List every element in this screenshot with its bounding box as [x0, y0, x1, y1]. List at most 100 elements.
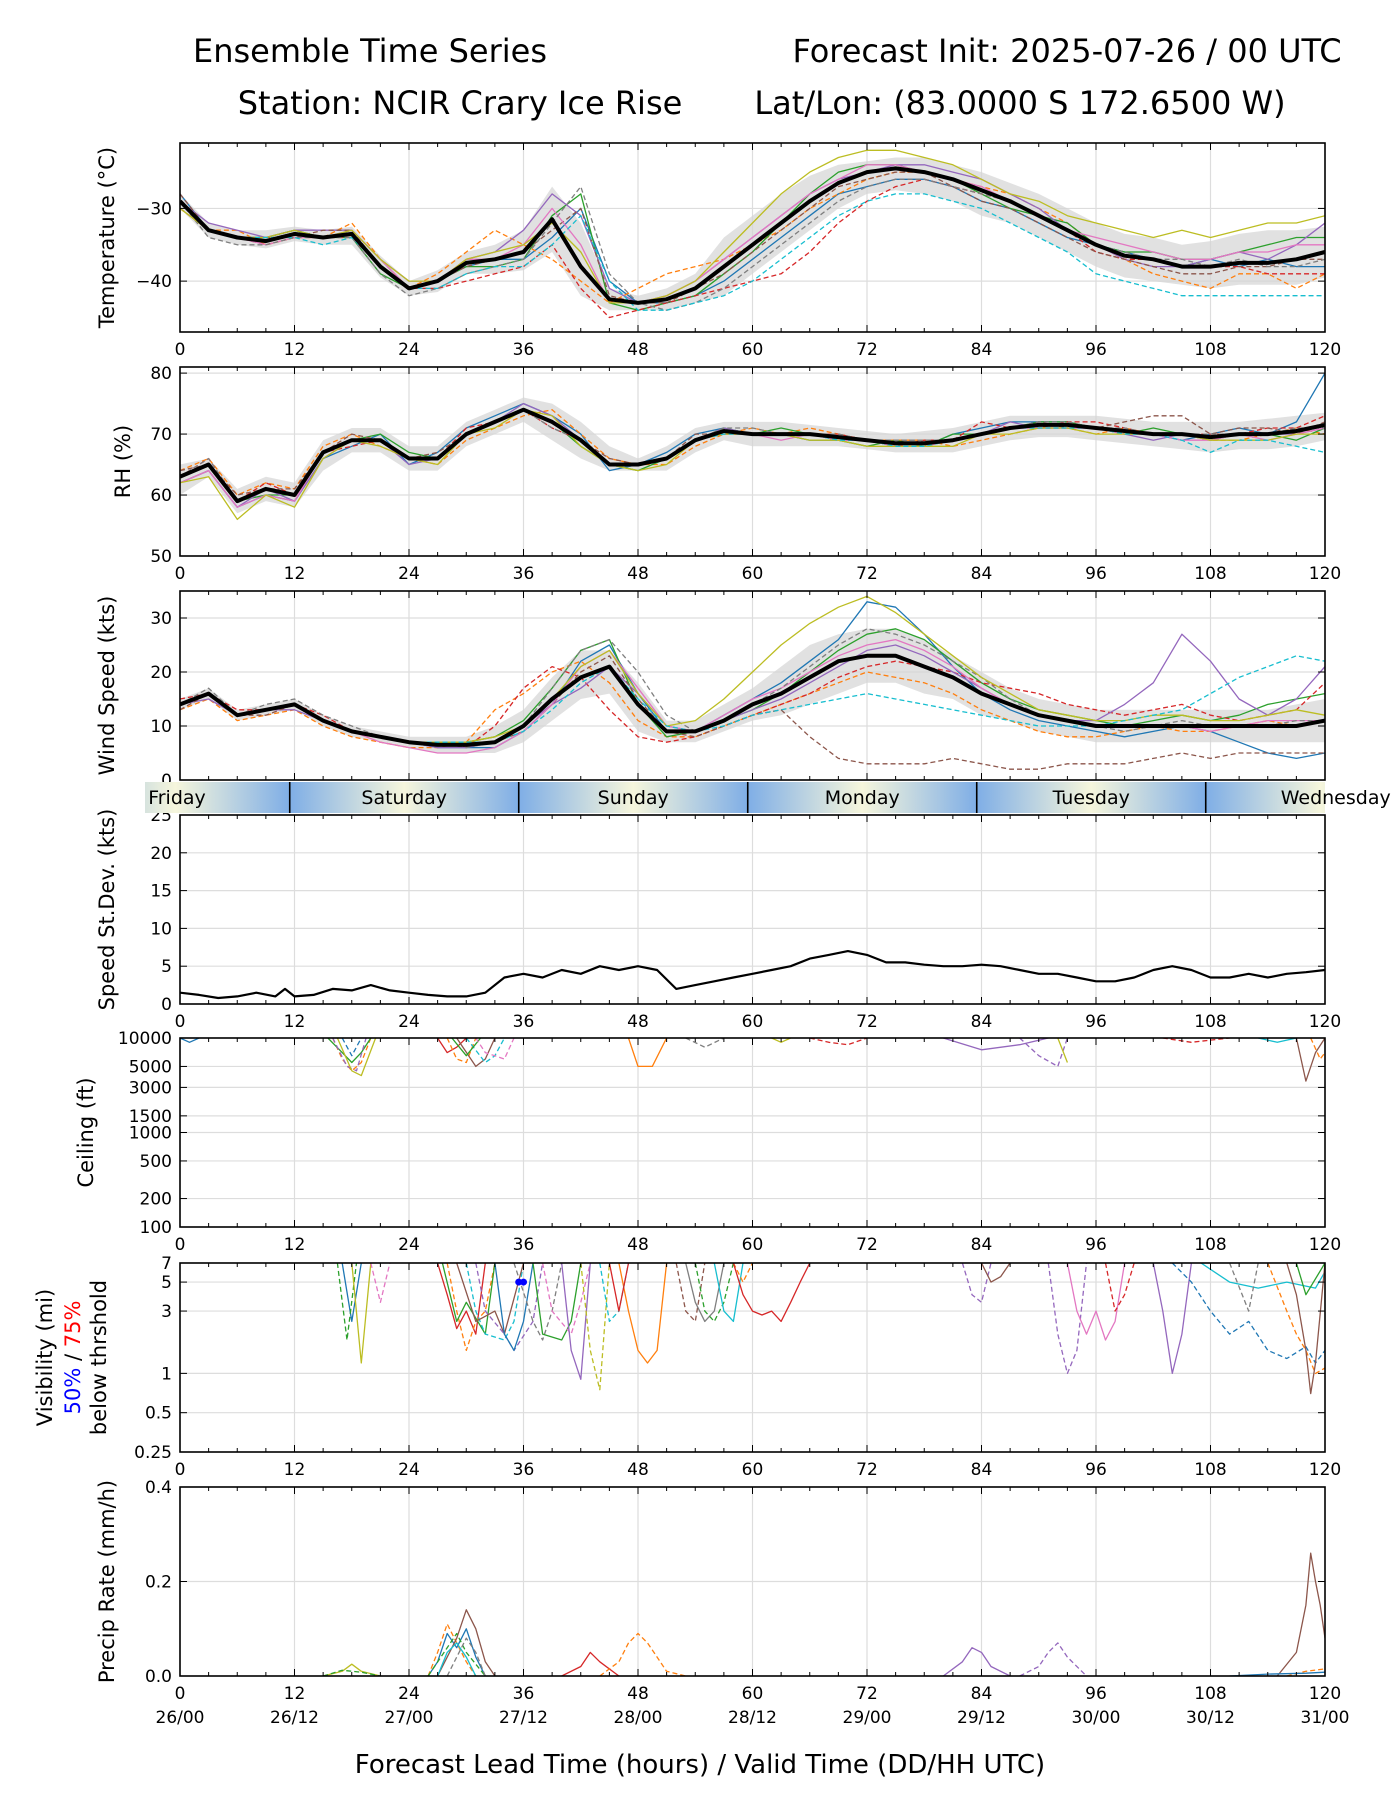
rh-xtick-label: 60	[742, 564, 764, 584]
visibility-member-trace	[618, 1263, 668, 1364]
temperature-xtick-label: 24	[398, 340, 420, 360]
ceiling-member-trace	[180, 1038, 200, 1043]
day-strip: Friday Saturday Sunday Monday Tuesday Wednesd…	[145, 782, 1391, 813]
rh-ytick-label: 80	[150, 364, 172, 384]
day-band	[976, 782, 1206, 813]
visibility-member-trace	[351, 1263, 372, 1364]
visibility-member-trace	[1047, 1263, 1088, 1375]
rh-xtick-label: 48	[627, 564, 649, 584]
precip-member-trace	[1276, 1552, 1325, 1676]
precip-member-trace	[437, 1609, 496, 1676]
visibility-member-trace	[980, 1263, 1011, 1283]
wind-panel: 0 10 20 30 Wind Speed (kts)	[95, 590, 1326, 791]
ceiling-member-trace	[1019, 1038, 1069, 1068]
rh-ylabel: RH (%)	[111, 425, 135, 498]
precip-member-trace	[436, 1642, 477, 1676]
ceiling-xtick-label: 96	[1085, 1235, 1107, 1255]
wind-ytick-label: 10	[150, 717, 172, 737]
precip-valid-time-label: 30/12	[1186, 1708, 1235, 1728]
precip-member-trace	[427, 1623, 477, 1676]
wind-plot-area	[180, 595, 1325, 770]
ceiling-ytick-label: 100	[140, 1218, 172, 1238]
speed_stdev-ytick-label: 10	[150, 919, 172, 939]
rh-xtick-label: 12	[284, 564, 306, 584]
rh-ytick-label: 70	[150, 425, 172, 445]
visibility-threshold-marker	[520, 1278, 527, 1286]
ceiling-ytick-label: 200	[140, 1190, 172, 1210]
speed_stdev-xtick-label: 84	[971, 1012, 993, 1032]
visibility-panel: 0 12 24 36 48 60 72 84 96 108 120 0.25 0.5 1 3 57 Visibi…	[33, 1254, 1341, 1480]
visibility-xtick-label: 24	[398, 1460, 420, 1480]
ceiling-member-trace	[1258, 1038, 1297, 1043]
day-label: Friday	[148, 787, 206, 809]
visibility-member-trace	[732, 1263, 811, 1323]
speed_stdev-xtick-label: 120	[1309, 1012, 1341, 1032]
temperature-ytick-label: −40	[136, 272, 172, 292]
precip-ytick-label: 0.0	[145, 1667, 172, 1687]
precip-valid-time-label: 30/00	[1072, 1708, 1121, 1728]
visibility-member-trace	[608, 1263, 630, 1312]
visibility-member-trace	[961, 1263, 992, 1303]
temperature-ylabel: Temperature (°C)	[95, 147, 119, 329]
visibility-ylabel-threshold: 50% / 75%	[61, 1301, 85, 1415]
speed_stdev-xtick-label: 108	[1194, 1012, 1226, 1032]
speed_stdev-xtick-label: 36	[513, 1012, 535, 1032]
visibility-member-trace	[494, 1263, 534, 1352]
visibility-member-trace	[1066, 1263, 1126, 1341]
threshold-75-label: 75%	[61, 1301, 85, 1348]
visibility-member-trace	[336, 1263, 358, 1341]
visibility-xtick-label: 0	[175, 1460, 186, 1480]
visibility-ytick-label: 0.5	[145, 1404, 172, 1424]
day-label: Tuesday	[1052, 787, 1130, 809]
precip-panel: 0 12 24 36 48 60 72 84 96 108 120 26/00 26/12 27/00 27…	[95, 1478, 1350, 1728]
plot-panels: 0 12 24 36 48 60 72 84 96 108 120−40−30Temperature…	[33, 142, 1391, 1728]
visibility-member-trace	[370, 1263, 391, 1303]
temperature-xtick-label: 84	[971, 340, 993, 360]
visibility-member-trace	[446, 1263, 496, 1352]
ceiling-member-trace	[1162, 1038, 1230, 1043]
day-label: Saturday	[361, 787, 447, 809]
ceiling-member-trace	[332, 1038, 372, 1072]
rh-member-9	[180, 409, 1325, 502]
visibility-member-trace	[541, 1263, 591, 1335]
visibility-ytick-label: 0.25	[134, 1443, 172, 1463]
visibility-xtick-label: 108	[1194, 1460, 1226, 1480]
precip-member-trace	[322, 1669, 381, 1676]
ceiling-member-trace	[446, 1038, 477, 1064]
temperature-xtick-label: 0	[175, 340, 186, 360]
precip-ylabel: Precip Rate (mm/h)	[95, 1480, 119, 1683]
visibility-member-trace	[1200, 1263, 1325, 1289]
ceiling-member-trace	[336, 1038, 377, 1077]
precip-xtick-label: 108	[1194, 1684, 1226, 1704]
precip-xtick-label: 60	[742, 1684, 764, 1704]
visibility-xtick-label: 120	[1309, 1460, 1341, 1480]
visibility-member-trace	[580, 1263, 611, 1391]
ceiling-ytick-label: 1500	[129, 1107, 172, 1127]
temperature-member-5	[180, 171, 1325, 304]
speed_stdev-xtick-label: 72	[856, 1012, 878, 1032]
precip-xtick-label: 24	[398, 1684, 420, 1704]
ceiling-xtick-label: 0	[175, 1235, 186, 1255]
precip-member-trace	[322, 1663, 381, 1676]
ceiling-xtick-label: 60	[742, 1235, 764, 1255]
ceiling-member-trace	[771, 1038, 791, 1043]
day-label: Sunday	[598, 787, 669, 809]
temperature-xtick-label: 96	[1085, 340, 1107, 360]
precip-xtick-label: 96	[1085, 1684, 1107, 1704]
visibility-member-trace	[441, 1263, 496, 1335]
ceiling-member-trace	[685, 1038, 725, 1048]
visibility-member-trace	[465, 1263, 525, 1341]
visibility-member-trace	[436, 1263, 486, 1335]
speed_stdev-xtick-label: 0	[175, 1012, 186, 1032]
precip-member-trace	[1229, 1671, 1325, 1676]
speed_stdev-xtick-label: 60	[742, 1012, 764, 1032]
rh-xtick-label: 84	[971, 564, 993, 584]
temperature-plot-area	[180, 149, 1325, 319]
visibility-xtick-label: 72	[856, 1460, 878, 1480]
precip-plot-area	[322, 1552, 1325, 1676]
precip-xtick-label: 0	[175, 1684, 186, 1704]
visibility-member-trace	[1171, 1263, 1325, 1364]
ceiling-plot-area	[180, 1038, 1325, 1082]
day-label: Wednesday	[1281, 787, 1391, 809]
